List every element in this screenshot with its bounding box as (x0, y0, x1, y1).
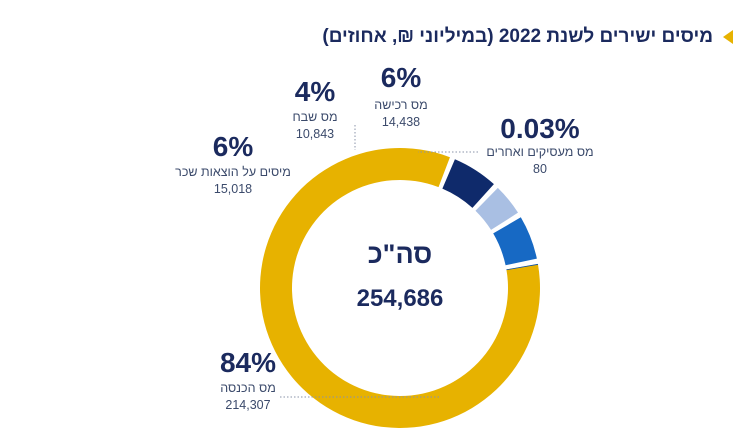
donut-slice (493, 217, 537, 266)
donut-slice (442, 159, 494, 208)
slice-category-label: מיסים על הוצאות שכר (175, 165, 291, 179)
slice-labels: 84% מס הכנסה 214,307 6% מיסים על הוצאות שכר 1… (175, 62, 593, 412)
chart-title-row: מיסים ישירים לשנת 2022 (במיליוני ₪, אחוז… (322, 26, 733, 48)
slice-value-label: 214,307 (225, 398, 270, 412)
slice-percent-label: 0.03% (500, 113, 579, 144)
donut-slice (506, 263, 539, 271)
slice-value-label: 80 (533, 162, 547, 176)
slice-value-label: 10,843 (296, 127, 334, 141)
slice-value-label: 15,018 (214, 182, 252, 196)
slice-category-label: מס הכנסה (220, 381, 276, 395)
title-marker-icon (723, 30, 733, 44)
slice-value-label: 14,438 (382, 115, 420, 129)
slice-percent-label: 6% (381, 62, 422, 93)
leader-lines (280, 125, 478, 398)
slice-category-label: מס מעסיקים ואחרים (486, 145, 593, 159)
slice-category-label: מס שבח (292, 110, 337, 124)
donut-slice (475, 187, 519, 230)
center-total-value: 254,686 (357, 285, 444, 312)
center-label: סה"כ (368, 239, 433, 269)
slice-percent-label: 4% (295, 76, 336, 107)
slices-layer (260, 148, 540, 428)
slice-category-label: מס רכישה (374, 98, 427, 112)
slice-percent-label: 84% (220, 347, 276, 378)
slice-percent-label: 6% (213, 131, 254, 162)
chart-title: מיסים ישירים לשנת 2022 (במיליוני ₪, אחוז… (322, 26, 713, 47)
